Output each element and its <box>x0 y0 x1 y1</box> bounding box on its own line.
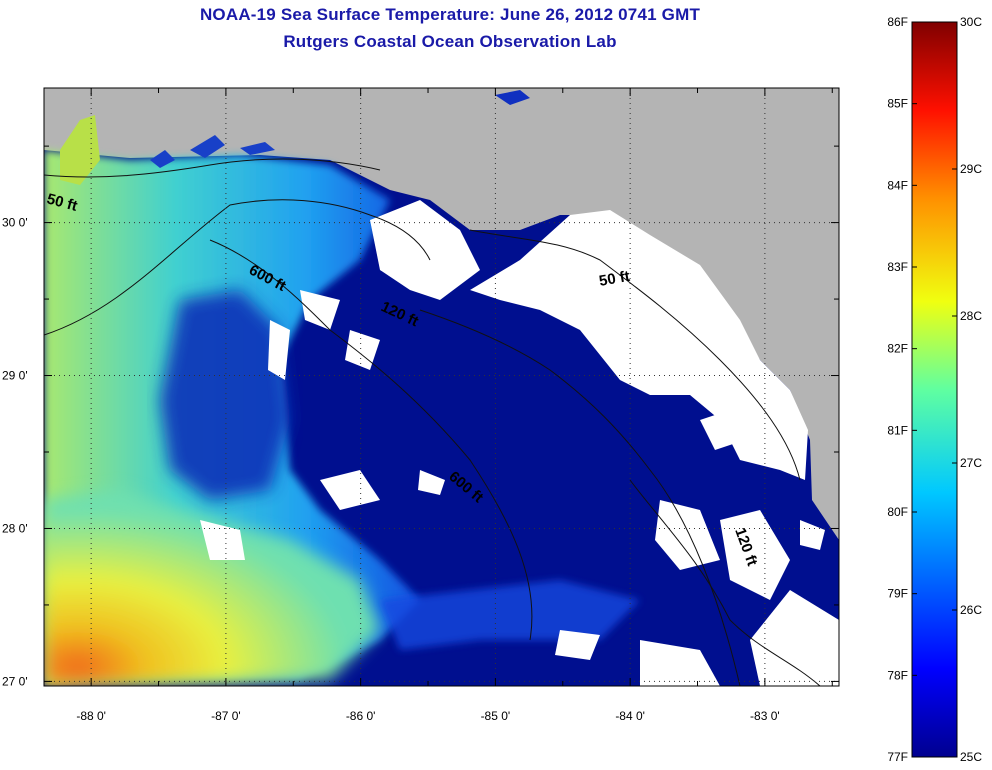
lon-tick-label: -86 0' <box>346 709 376 723</box>
lat-tick-label: 30 0' <box>2 216 28 230</box>
contour-label: 50 ft <box>598 268 631 290</box>
lat-tick-label: 27 0' <box>2 674 28 688</box>
cloud-cover-panhandle <box>370 200 480 300</box>
map-title: NOAA-19 Sea Surface Temperature: June 26… <box>199 5 701 24</box>
colorbar-c-label: 26C <box>960 603 982 617</box>
colorbar-celsius-labels: 30C 29C 28C 27C 26C 25C <box>960 15 982 764</box>
axis-ticks <box>44 88 839 686</box>
lat-axis-labels: 30 0' 29 0' 28 0' 27 0' <box>2 216 28 689</box>
colorbar-ticks <box>912 21 957 758</box>
cool-tongue <box>160 290 290 500</box>
bathymetry-contours <box>44 158 821 686</box>
lon-tick-label: -85 0' <box>481 709 511 723</box>
colorbar-f-label: 84F <box>887 178 908 192</box>
lon-tick-label: -84 0' <box>615 709 645 723</box>
colorbar <box>911 21 958 758</box>
colorbar-f-label: 79F <box>887 587 908 601</box>
lon-tick-label: -88 0' <box>76 709 106 723</box>
inland-lake <box>495 90 530 105</box>
colorbar-f-label: 81F <box>887 423 908 437</box>
sst-image: 50 ft 600 ft 120 ft 50 ft 600 ft 120 ft <box>44 88 839 686</box>
colorbar-c-label: 30C <box>960 15 982 29</box>
map-subtitle: Rutgers Coastal Ocean Observation Lab <box>283 32 617 51</box>
colorbar-f-label: 80F <box>887 505 908 519</box>
mobile-bay-shelf <box>60 115 100 185</box>
plot-frame <box>43 87 840 687</box>
colorbar-c-label: 28C <box>960 309 982 323</box>
lat-tick-label: 28 0' <box>2 521 28 535</box>
warm-water-southwest <box>44 490 380 686</box>
colorbar-f-label: 83F <box>887 260 908 274</box>
lon-axis-labels: -88 0' -87 0' -86 0' -85 0' -84 0' -83 0' <box>76 709 779 723</box>
colorbar-f-label: 82F <box>887 342 908 356</box>
lon-tick-label: -83 0' <box>750 709 780 723</box>
colorbar-c-label: 29C <box>960 162 982 176</box>
coastal-bays <box>150 135 275 168</box>
colorbar-fahrenheit-labels: 86F 85F 84F 83F 82F 81F 80F 79F 78F 77F <box>887 15 908 764</box>
colorbar-f-label: 78F <box>887 668 908 682</box>
colorbar-f-label: 86F <box>887 15 908 29</box>
colorbar-c-label: 27C <box>960 456 982 470</box>
cloud-speckles <box>200 290 839 686</box>
colorbar-c-label: 25C <box>960 750 982 764</box>
colorbar-f-label: 85F <box>887 97 908 111</box>
lat-tick-label: 29 0' <box>2 369 28 383</box>
lon-tick-label: -87 0' <box>211 709 241 723</box>
colorbar-f-label: 77F <box>887 750 908 764</box>
